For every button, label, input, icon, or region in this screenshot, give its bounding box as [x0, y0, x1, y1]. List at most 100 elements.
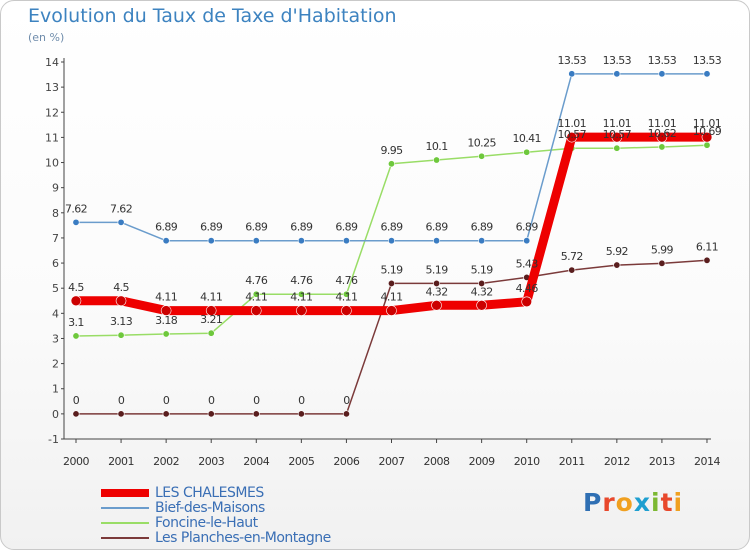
data-point-foncine-le-haut — [658, 143, 666, 151]
data-point-foncine-le-haut — [478, 152, 486, 160]
y-tick-label: 12 — [45, 106, 59, 119]
data-point-bief-des-maisons — [117, 218, 125, 226]
data-label-foncine-le-haut: 10.57 — [558, 128, 587, 141]
y-tick-label: 2 — [52, 358, 59, 371]
data-label-foncine-le-haut: 3.1 — [68, 316, 84, 329]
legend-swatch — [101, 521, 149, 524]
data-label-les-chalesmes: 4.11 — [155, 291, 177, 304]
data-label-les-planches-en-montagne: 0 — [208, 394, 215, 407]
data-label-les-chalesmes: 4.11 — [335, 291, 357, 304]
logo-letter: i — [651, 488, 661, 517]
x-tick-label: 2012 — [604, 455, 630, 468]
x-tick-label: 2008 — [424, 455, 450, 468]
x-tick-label: 2013 — [649, 455, 675, 468]
x-tick-label: 2004 — [243, 455, 269, 468]
data-point-bief-des-maisons — [387, 237, 395, 245]
data-label-bief-des-maisons: 6.89 — [335, 221, 358, 234]
data-label-les-chalesmes: 11.01 — [603, 117, 632, 130]
data-label-bief-des-maisons: 6.89 — [516, 221, 539, 234]
data-point-les-chalesmes — [566, 131, 578, 143]
logo-letter: t — [660, 488, 674, 517]
data-point-foncine-le-haut — [387, 160, 395, 168]
data-label-foncine-le-haut: 10.1 — [426, 140, 448, 153]
data-point-les-chalesmes — [296, 305, 307, 316]
data-label-les-chalesmes: 4.5 — [68, 281, 84, 294]
data-point-les-chalesmes — [701, 131, 713, 143]
data-label-bief-des-maisons: 6.89 — [426, 221, 449, 234]
data-label-les-chalesmes: 11.01 — [558, 117, 587, 130]
data-label-les-planches-en-montagne: 5.19 — [426, 263, 449, 276]
x-tick-label: 2003 — [198, 455, 224, 468]
data-label-les-chalesmes: 4.46 — [516, 282, 539, 295]
data-point-foncine-le-haut — [117, 331, 125, 339]
y-tick-label: 7 — [52, 232, 59, 245]
data-point-les-chalesmes — [656, 131, 668, 143]
data-label-les-planches-en-montagne: 0 — [253, 394, 260, 407]
data-label-bief-des-maisons: 6.89 — [380, 221, 403, 234]
data-point-les-planches-en-montagne — [342, 410, 350, 418]
data-label-les-planches-en-montagne: 5.72 — [561, 250, 583, 263]
y-tick-label: 8 — [52, 207, 59, 220]
data-point-foncine-le-haut — [433, 156, 441, 164]
data-label-foncine-le-haut: 4.76 — [290, 274, 313, 287]
logo-letter: r — [602, 488, 616, 517]
data-label-les-chalesmes: 4.11 — [290, 291, 312, 304]
data-point-les-planches-en-montagne — [568, 266, 576, 274]
y-tick-label: 10 — [45, 157, 59, 170]
y-tick-label: 4 — [52, 307, 59, 320]
data-label-foncine-le-haut: 9.95 — [380, 144, 403, 157]
legend-label: Les Planches-en-Montagne — [155, 529, 331, 546]
data-point-foncine-le-haut — [252, 290, 260, 298]
data-label-les-planches-en-montagne: 0 — [73, 394, 80, 407]
data-point-bief-des-maisons — [433, 237, 441, 245]
y-tick-label: 1 — [52, 383, 59, 396]
data-label-les-planches-en-montagne: 0 — [163, 394, 170, 407]
legend-label: LES CHALESMES — [155, 484, 264, 501]
series-line-bief-des-maisons — [75, 73, 708, 242]
legend-item: LES CHALESMES — [101, 484, 331, 501]
x-tick-label: 2006 — [333, 455, 359, 468]
chart-subtitle: (en %) — [28, 31, 65, 44]
y-tick-label: 6 — [52, 257, 59, 270]
y-tick-label: -1 — [48, 433, 59, 446]
data-point-les-chalesmes — [250, 305, 262, 316]
logo-letter: x — [633, 488, 651, 517]
data-label-foncine-le-haut: 4.76 — [245, 274, 268, 287]
data-point-les-planches-en-montagne — [252, 410, 260, 418]
data-label-les-chalesmes: 4.11 — [380, 291, 402, 304]
data-point-bief-des-maisons — [568, 70, 576, 78]
data-point-les-planches-en-montagne — [433, 279, 441, 287]
data-label-les-chalesmes: 4.11 — [245, 291, 267, 304]
data-label-les-planches-en-montagne: 0 — [118, 394, 125, 407]
chart-title: Evolution du Taux de Taxe d'Habitation — [28, 5, 397, 27]
data-point-les-planches-en-montagne — [297, 410, 305, 418]
data-label-bief-des-maisons: 6.89 — [200, 221, 223, 234]
data-point-bief-des-maisons — [703, 70, 711, 78]
data-point-bief-des-maisons — [523, 237, 531, 245]
data-label-les-planches-en-montagne: 5.19 — [380, 263, 403, 276]
data-label-foncine-le-haut: 3.21 — [200, 313, 222, 326]
data-label-bief-des-maisons: 6.89 — [245, 221, 268, 234]
x-tick-label: 2009 — [469, 455, 495, 468]
data-label-les-chalesmes: 4.32 — [471, 285, 493, 298]
data-point-les-chalesmes — [115, 295, 127, 307]
x-tick-label: 2011 — [559, 455, 585, 468]
data-label-les-chalesmes: 4.5 — [113, 281, 129, 294]
data-point-bief-des-maisons — [342, 237, 350, 245]
data-label-les-planches-en-montagne: 5.99 — [651, 243, 674, 256]
data-label-bief-des-maisons: 13.53 — [558, 54, 587, 67]
data-label-bief-des-maisons: 6.89 — [290, 221, 313, 234]
data-point-les-planches-en-montagne — [478, 279, 486, 287]
x-tick-label: 2005 — [288, 455, 314, 468]
data-label-foncine-le-haut: 10.69 — [693, 125, 722, 138]
y-tick-label: 3 — [52, 332, 59, 345]
data-point-bief-des-maisons — [613, 70, 621, 78]
data-point-foncine-le-haut — [613, 144, 621, 152]
x-tick-label: 2000 — [63, 455, 89, 468]
data-label-foncine-le-haut: 3.18 — [155, 314, 178, 327]
data-point-les-planches-en-montagne — [703, 256, 711, 264]
proxiti-logo: Proxiti — [583, 488, 683, 517]
data-label-les-planches-en-montagne: 5.19 — [471, 263, 494, 276]
data-point-foncine-le-haut — [703, 141, 711, 149]
